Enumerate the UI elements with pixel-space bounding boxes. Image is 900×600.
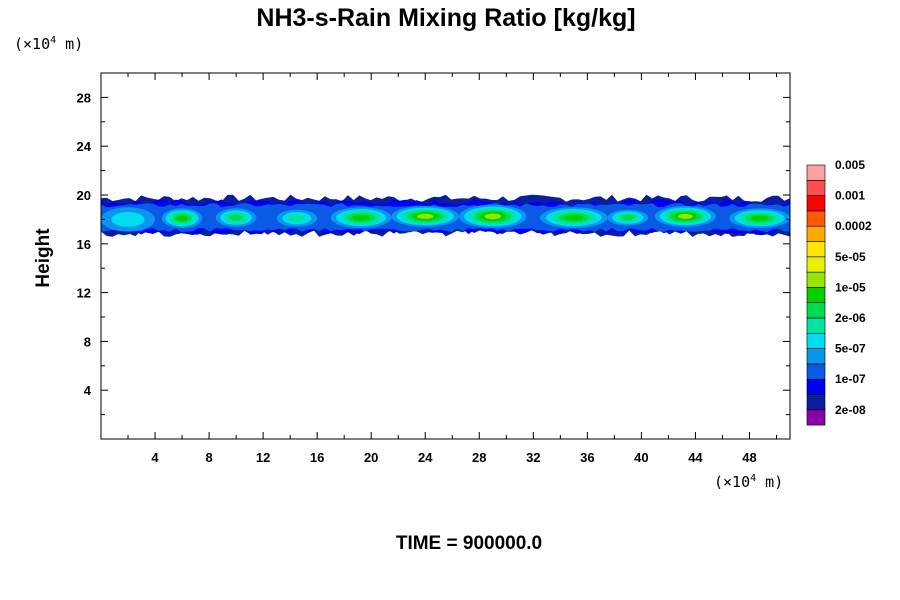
contour-blob-level xyxy=(750,215,769,221)
chart-title: NH3-s-Rain Mixing Ratio [kg/kg] xyxy=(256,4,635,32)
contour-group xyxy=(101,194,790,237)
y-axis: 4 8 12 16 20 24 28 xyxy=(77,90,790,416)
colorbar-label: 2e-06 xyxy=(835,311,866,325)
colorbar-swatch xyxy=(806,363,826,380)
y-tick-label: 24 xyxy=(77,139,92,154)
contour-blob-level xyxy=(484,213,501,220)
colorbar-label: 0.0002 xyxy=(835,219,872,233)
colorbar-swatch xyxy=(806,210,826,227)
x-tick-label: 32 xyxy=(526,450,540,465)
x-tick-label: 20 xyxy=(364,450,378,465)
x-tick-label: 16 xyxy=(310,450,324,465)
x-tick-label: 8 xyxy=(205,450,212,465)
x-tick-label: 40 xyxy=(634,450,648,465)
contour-blob-level xyxy=(564,214,584,221)
colorbar-swatch xyxy=(806,287,826,303)
colorbar-label: 0.001 xyxy=(835,189,865,203)
x-tick-label: 24 xyxy=(418,450,433,465)
colorbar-label: 1e-05 xyxy=(835,280,866,294)
y-axis-label: Height xyxy=(33,228,54,288)
contour-blob-level xyxy=(677,213,693,219)
colorbar-swatch xyxy=(806,317,826,334)
x-axis: 4 8 12 16 20 24 28 32 36 40 44 48 xyxy=(127,73,777,465)
colorbar-label: 1e-07 xyxy=(835,372,866,386)
colorbar-label: 5e-07 xyxy=(835,342,866,356)
colorbar-swatch xyxy=(806,378,826,395)
x-tick-label: 28 xyxy=(472,450,486,465)
colorbar-label: 5e-05 xyxy=(835,250,866,264)
y-tick-label: 16 xyxy=(77,237,91,252)
contour-blob-level xyxy=(287,214,306,222)
x-tick-label: 48 xyxy=(742,450,756,465)
colorbar-swatch xyxy=(806,241,826,258)
colorbar-swatch xyxy=(806,164,826,181)
colorbar-swatch xyxy=(806,348,826,365)
y-tick-label: 4 xyxy=(84,383,92,398)
x-tick-label: 12 xyxy=(256,450,270,465)
contour-blob-level xyxy=(229,214,244,221)
colorbar-swatch xyxy=(806,409,826,426)
colorbar-swatch xyxy=(806,256,826,273)
colorbar-swatch xyxy=(806,180,826,196)
time-label: TIME = 900000.0 xyxy=(396,533,542,554)
colorbar-swatch xyxy=(806,332,826,349)
contour-field xyxy=(101,194,790,237)
x-tick-label: 4 xyxy=(151,450,159,465)
colorbar-swatch xyxy=(806,394,826,411)
colorbar: 2e-08 1e-07 5e-07 2e-06 1e-05 5e-05 0.0002 0.00… xyxy=(806,158,872,426)
colorbar-swatch xyxy=(806,225,826,242)
colorbar-label: 0.005 xyxy=(835,158,865,172)
x-axis-unit: (×104 m) xyxy=(714,473,783,491)
y-tick-label: 12 xyxy=(77,286,91,301)
x-tick-label: 36 xyxy=(580,450,594,465)
y-tick-label: 8 xyxy=(84,334,91,349)
x-tick-label: 44 xyxy=(688,450,703,465)
colorbar-swatch xyxy=(806,195,826,212)
contour-blob-level xyxy=(417,213,434,219)
colorbar-label: 2e-08 xyxy=(835,403,866,417)
y-tick-label: 28 xyxy=(77,90,91,105)
contour-blob-level xyxy=(111,211,145,227)
colorbar-swatch xyxy=(806,302,826,319)
contour-blob-level xyxy=(352,214,370,221)
contour-blob-level xyxy=(176,215,188,221)
y-axis-unit: (×104 m) xyxy=(14,35,83,53)
contour-blob-level xyxy=(620,214,635,221)
plot-frame xyxy=(100,72,791,440)
y-tick-label: 20 xyxy=(77,188,91,203)
colorbar-swatch xyxy=(806,271,826,288)
